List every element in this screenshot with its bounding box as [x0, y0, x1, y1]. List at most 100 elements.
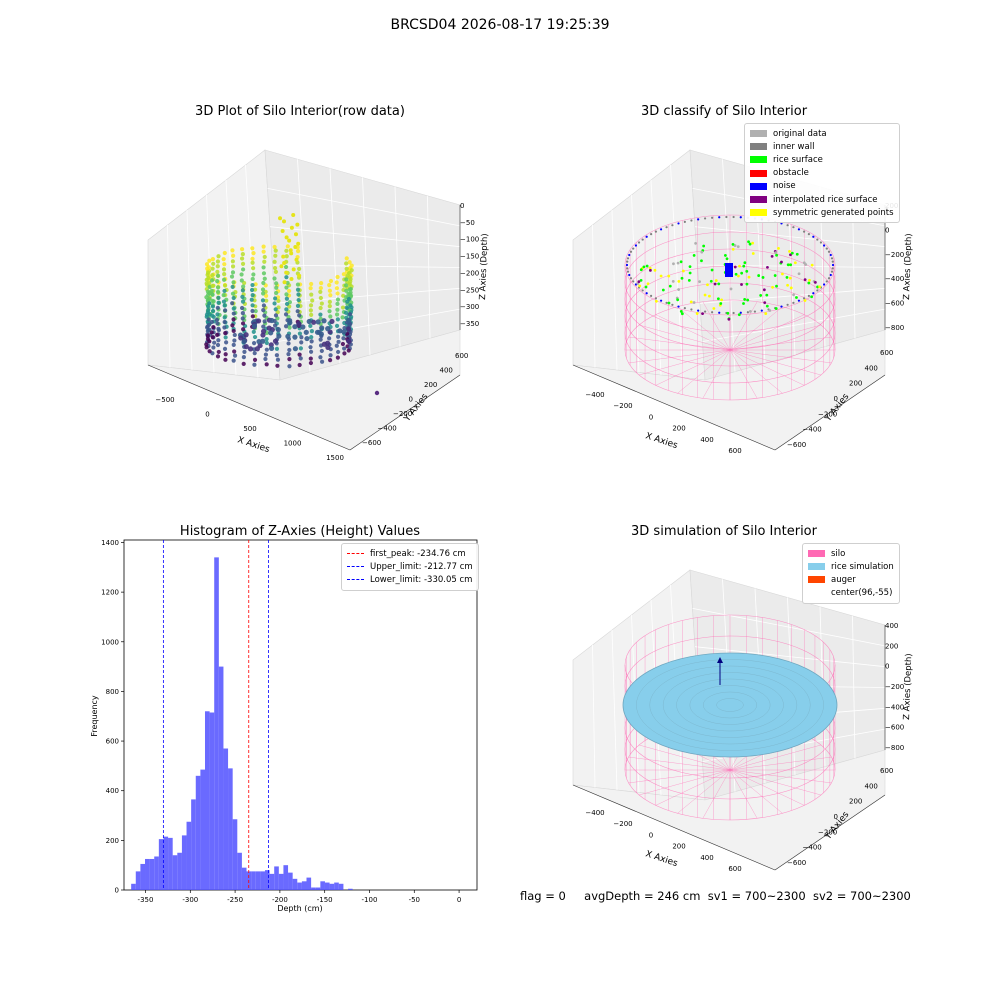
data-point [215, 285, 221, 290]
data-point [210, 313, 215, 318]
silo-floor-spoke [702, 349, 731, 399]
classified-point [688, 271, 692, 275]
silo-floor-spoke [655, 349, 731, 386]
wall-point [819, 241, 823, 244]
data-point [216, 300, 221, 305]
x-tick-label: 0 [205, 411, 209, 419]
legend-entry: interpolated rice surface [750, 193, 894, 206]
histogram-bar [274, 866, 279, 890]
y-tick-label: 600 [106, 738, 119, 746]
histogram-bar [311, 887, 316, 890]
classified-point [679, 309, 683, 313]
legend-swatch [750, 196, 767, 204]
legend-swatch [750, 143, 767, 151]
data-point [344, 305, 349, 310]
wall-point [827, 277, 831, 280]
data-point [346, 348, 351, 353]
data-point [243, 332, 249, 338]
classified-point [645, 264, 649, 268]
classified-point [644, 285, 648, 289]
data-point [222, 315, 227, 320]
data-point [341, 272, 347, 277]
z-tick-label: −800 [885, 744, 904, 752]
data-point [289, 225, 294, 230]
classified-point [792, 293, 795, 297]
data-point [222, 262, 227, 267]
data-point [266, 325, 272, 331]
data-point [210, 292, 215, 297]
data-point [314, 329, 321, 335]
data-point [291, 213, 296, 217]
data-point [273, 253, 278, 258]
data-point [209, 278, 215, 283]
silo-floor-spoke [628, 336, 731, 351]
classified-point [759, 294, 763, 297]
data-point [285, 333, 291, 339]
data-point [284, 296, 289, 301]
wall-point [697, 218, 700, 221]
noise-cluster [725, 263, 733, 277]
histogram-bar [191, 799, 196, 890]
data-point [207, 339, 212, 344]
silo-floor-spoke [639, 349, 731, 376]
data-point [282, 261, 287, 265]
data-point [340, 315, 345, 320]
histogram-bar [237, 852, 242, 890]
data-point [334, 286, 340, 291]
classified-point [672, 262, 675, 266]
wall-point [802, 297, 806, 300]
data-point [229, 274, 235, 279]
data-point [230, 291, 236, 296]
data-point [296, 297, 301, 303]
z-axis-label: Z Axies (Depth) [902, 233, 914, 300]
classified-point [710, 268, 714, 272]
data-point [210, 335, 215, 340]
x-tick-label: 0 [649, 831, 653, 839]
surface-contour [676, 678, 784, 732]
wall-point [632, 280, 635, 283]
data-point [240, 288, 246, 293]
data-point [284, 254, 289, 259]
y-tick-label: −400 [378, 425, 397, 433]
data-point [289, 277, 294, 281]
z-tick-labels: 0 −50 −100 −150 −200 −250 −300 −350 [460, 202, 479, 328]
data-point [319, 281, 324, 286]
classified-point [740, 271, 744, 275]
data-point [250, 314, 255, 319]
data-point [210, 266, 215, 271]
data-point [221, 277, 227, 282]
data-point [284, 307, 289, 312]
wall-point [816, 289, 819, 292]
data-point [223, 357, 228, 362]
wall-point [792, 226, 795, 229]
x-axis-label: X Axies [644, 849, 679, 869]
data-point [347, 260, 352, 265]
data-point [319, 348, 324, 354]
histogram-bar [228, 768, 233, 890]
data-point [264, 337, 269, 342]
histogram-bar [320, 881, 325, 890]
x-tick-label: -100 [362, 896, 378, 904]
histogram-bar [348, 888, 353, 890]
data-point [211, 325, 216, 330]
wall-point [711, 216, 714, 219]
data-point [223, 308, 228, 313]
classified-point [667, 274, 671, 278]
classified-point [816, 285, 819, 289]
y-tick-label: 1200 [101, 589, 119, 597]
legend-label: first_peak: -234.76 cm [370, 548, 466, 559]
z-tick-label: −200 [885, 683, 904, 691]
data-point [319, 359, 325, 364]
wall-point [677, 305, 680, 308]
data-point [261, 265, 266, 270]
classified-point [781, 272, 784, 276]
data-point [334, 312, 340, 317]
wall-point [739, 311, 742, 314]
data-point [262, 313, 267, 318]
data-point [222, 250, 227, 256]
status-line: flag = 0 avgDepth = 246 cm sv1 = 700~230… [520, 889, 911, 903]
data-point [268, 330, 274, 336]
histogram-bar [177, 852, 182, 890]
data-point [344, 261, 349, 266]
